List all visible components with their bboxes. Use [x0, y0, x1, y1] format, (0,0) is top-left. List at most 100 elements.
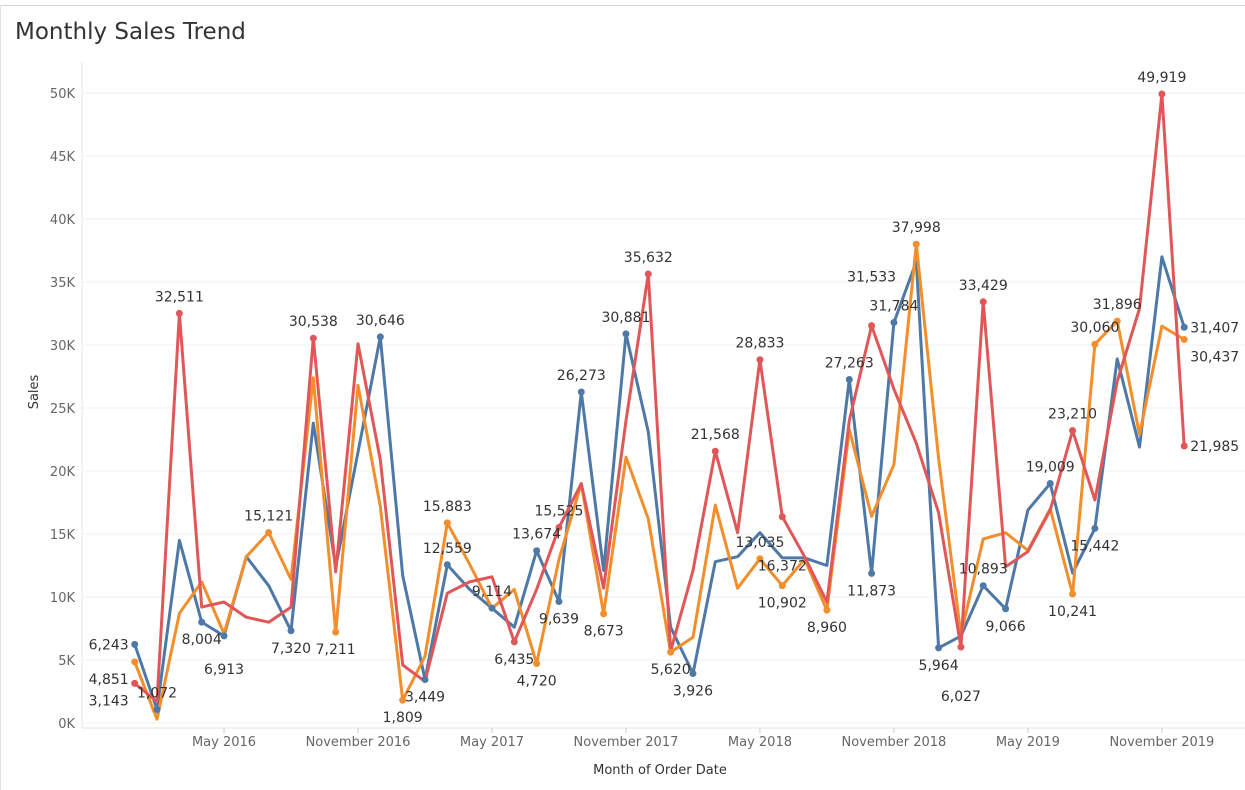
data-label: 27,263 [825, 355, 874, 371]
data-label: 15,442 [1070, 538, 1119, 554]
data-labels: 6,243 1,072 8,004 6,913 7,320 30,646 3,449 12,5… [89, 70, 1240, 726]
data-point-marker [399, 696, 407, 704]
data-point-marker [1180, 323, 1188, 331]
x-tick-label: November 2017 [574, 735, 679, 750]
data-label: 33,429 [959, 278, 1008, 294]
data-point-marker [711, 447, 719, 455]
data-point-marker [622, 330, 630, 338]
data-point-marker [823, 606, 831, 614]
data-label: 30,538 [289, 314, 338, 330]
y-tick-label: 40K [50, 213, 76, 228]
data-label: 8,960 [807, 620, 847, 636]
data-point-marker [1069, 427, 1077, 435]
data-label: 30,437 [1190, 349, 1239, 365]
series-line-2 [133, 242, 1185, 721]
data-point-marker [756, 555, 764, 563]
y-axis-label: Sales [27, 374, 42, 409]
data-point-marker [868, 322, 876, 330]
series-lines [131, 90, 1188, 721]
data-label: 5,620 [651, 662, 691, 678]
data-label: 3,449 [405, 690, 445, 706]
x-tick-label: November 2019 [1109, 735, 1214, 750]
x-axis-ticks: May 2016 November 2016 May 2017 November 20… [82, 727, 1245, 750]
data-point-marker [689, 670, 697, 678]
gridlines [81, 62, 1245, 728]
x-tick-label: May 2019 [996, 735, 1060, 750]
data-point-marker [131, 640, 139, 648]
data-label: 4,851 [89, 672, 129, 688]
x-tick-label: November 2016 [306, 735, 411, 750]
data-label: 19,009 [1026, 459, 1075, 475]
data-label: 7,320 [271, 641, 311, 657]
data-point-marker [533, 660, 541, 668]
data-point-marker [644, 270, 652, 278]
y-tick-label: 0K [58, 717, 75, 732]
y-tick-label: 5K [58, 654, 75, 669]
data-point-marker [510, 638, 518, 646]
x-tick-label: November 2018 [841, 735, 946, 750]
data-label: 4,720 [517, 674, 557, 690]
y-tick-label: 45K [50, 150, 76, 165]
data-label: 15,121 [244, 508, 293, 524]
data-label: 30,060 [1070, 320, 1119, 336]
chart-title: Monthly Sales Trend [15, 19, 246, 45]
series-line-3 [133, 92, 1186, 704]
x-axis-label: Month of Order Date [593, 763, 727, 778]
data-point-marker [979, 298, 987, 306]
data-label: 1,809 [383, 710, 423, 726]
data-label: 31,407 [1190, 320, 1239, 336]
data-label: 35,632 [624, 250, 673, 266]
data-label: 11,873 [847, 583, 896, 599]
data-point-marker [1091, 340, 1099, 348]
data-label: 30,646 [356, 313, 405, 329]
data-point-marker [131, 658, 139, 666]
data-label: 32,511 [155, 289, 204, 305]
data-point-marker [533, 547, 541, 555]
data-label: 9,066 [986, 619, 1026, 635]
data-label: 15,883 [423, 499, 472, 515]
data-point-marker [198, 618, 206, 626]
data-label: 31,896 [1093, 297, 1142, 313]
data-label: 5,964 [919, 658, 959, 674]
data-point-marker [957, 643, 965, 651]
data-label: 13,035 [735, 535, 784, 551]
data-point-marker [421, 676, 429, 684]
data-point-marker [555, 523, 563, 531]
y-tick-label: 25K [50, 402, 76, 417]
data-label: 6,027 [941, 689, 981, 705]
data-point-marker [1113, 317, 1121, 325]
chart-frame [0, 5, 1245, 790]
data-point-marker [1180, 442, 1188, 450]
data-label: 12,559 [423, 541, 472, 557]
data-label: 37,998 [892, 220, 941, 236]
data-point-marker [577, 388, 585, 396]
data-point-marker [600, 610, 608, 618]
data-label: 30,881 [601, 310, 650, 326]
data-label: 49,919 [1137, 70, 1186, 86]
data-label: 28,833 [735, 336, 784, 352]
data-point-marker [555, 598, 563, 606]
data-label: 6,435 [494, 652, 534, 668]
data-point-marker [778, 582, 786, 590]
data-point-marker [935, 644, 943, 652]
data-label: 8,004 [182, 632, 222, 648]
y-axis-ticks: 0K 5K 10K 15K 20K 25K 30K 35K 40K 45K 50K [50, 87, 76, 732]
y-tick-label: 20K [50, 465, 76, 480]
data-point-marker [1158, 90, 1166, 98]
data-label: 31,784 [869, 299, 918, 315]
data-point-marker [890, 319, 898, 327]
y-tick-label: 10K [50, 591, 76, 606]
data-label: 10,893 [959, 562, 1008, 578]
data-point-marker [332, 628, 340, 636]
data-label: 31,533 [847, 270, 896, 286]
data-label: 9,114 [472, 584, 512, 600]
data-point-marker [868, 569, 876, 577]
data-point-marker [443, 519, 451, 527]
y-tick-label: 50K [50, 87, 76, 102]
data-label: 7,211 [316, 642, 356, 658]
data-point-marker [287, 627, 295, 635]
data-point-marker [488, 604, 496, 612]
data-point-marker [1180, 335, 1188, 343]
data-label: 16,372 [758, 559, 807, 575]
